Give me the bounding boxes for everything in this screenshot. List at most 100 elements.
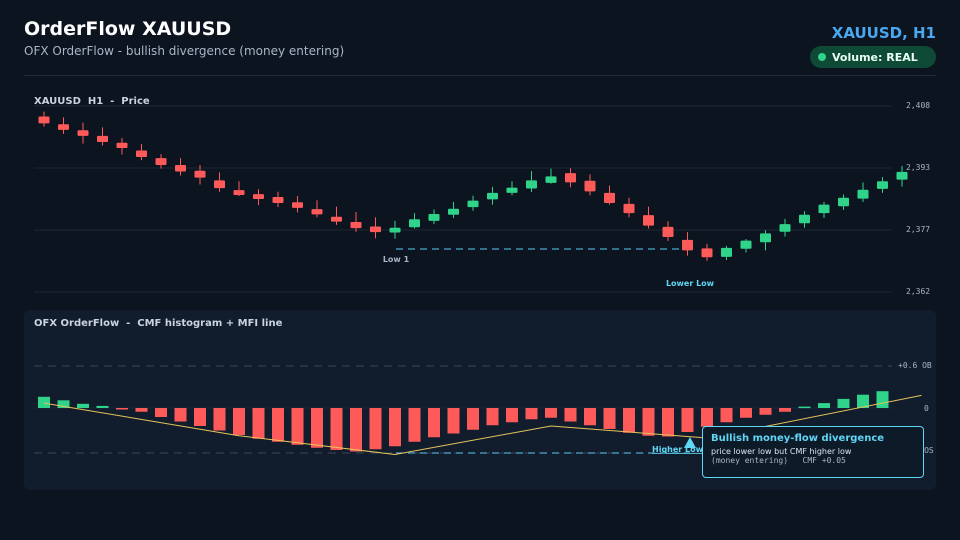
candle-body (272, 196, 284, 204)
symbol-timeframe-label: XAUUSD, H1 (831, 24, 936, 42)
zero-level-label: 0 (924, 404, 929, 413)
candle-body (701, 248, 713, 258)
candle-body (526, 180, 537, 189)
cmf-histogram (38, 391, 889, 452)
candle (584, 174, 596, 196)
cmf-bar (818, 403, 830, 408)
cmf-bar (506, 408, 518, 423)
candle (136, 144, 147, 161)
candle-body (350, 222, 362, 229)
price-tick-label: 2,408 (906, 101, 930, 110)
cmf-bar (603, 408, 616, 429)
callout-description: price lower low but CMF higher low (711, 447, 852, 456)
cmf-bar (350, 408, 362, 452)
candle-body (467, 200, 479, 208)
candle-body (370, 226, 381, 233)
cmf-bar (662, 408, 674, 437)
candle (467, 195, 479, 211)
candle-body (389, 227, 401, 233)
candle (487, 186, 498, 205)
candle-body (233, 190, 245, 195)
cmf-bar (408, 408, 421, 442)
overbought-level-label: +0.6 OB (898, 361, 932, 370)
volume-badge-label: Volume: REAL (832, 50, 918, 64)
page-title: OrderFlow XAUUSD (24, 18, 232, 40)
candle-body (760, 233, 771, 243)
price-tick-label: 2,377 (906, 225, 930, 234)
cmf-bar (38, 396, 50, 408)
candle (272, 191, 284, 208)
candle-body (857, 189, 869, 199)
candle-body (116, 142, 128, 149)
candle-body (292, 202, 303, 208)
candle-body (506, 187, 518, 193)
candle (682, 232, 693, 256)
cmf-bar (272, 408, 284, 442)
candle (214, 172, 225, 192)
candle (38, 111, 50, 127)
cmf-bar (584, 408, 596, 426)
candle-body (97, 135, 108, 142)
candle-body (58, 124, 69, 130)
candle (526, 171, 537, 193)
cmf-bar (740, 408, 752, 418)
candle-body (155, 158, 167, 166)
callout-title: Bullish money-flow divergence (711, 433, 885, 444)
cmf-bar (857, 394, 869, 408)
cmf-bar (564, 408, 577, 422)
osc-panel-title: OFX OrderFlow - CMF histogram + MFI line (34, 318, 283, 329)
cmf-bar (759, 408, 772, 415)
candle (311, 200, 323, 218)
candle (350, 211, 362, 232)
candle-body (487, 192, 498, 200)
candle (643, 206, 654, 229)
callout-detail: (money entering) CMF +0.05 (711, 456, 846, 465)
candle (175, 158, 186, 176)
candle (389, 220, 401, 239)
candle-body (721, 247, 732, 257)
cmf-bar (681, 408, 694, 432)
header-divider (24, 75, 936, 76)
candle (877, 177, 888, 193)
candle (77, 122, 89, 144)
cmf-bar (798, 406, 811, 409)
cmf-bar (701, 408, 713, 427)
low1-label: Low 1 (383, 255, 410, 264)
cmf-bar (116, 408, 128, 410)
candle (799, 211, 810, 228)
candle (155, 154, 167, 169)
candle-body (643, 215, 654, 226)
candle (545, 168, 557, 184)
cmf-bar (155, 408, 167, 417)
candle-body (311, 209, 323, 215)
candle-body (799, 214, 810, 224)
candle-body (214, 180, 225, 189)
cmf-bar (291, 408, 304, 445)
candle-body (448, 208, 459, 215)
cmf-bar (837, 398, 850, 408)
candle-body (194, 170, 206, 178)
candle-body (623, 203, 635, 214)
cmf-bar (720, 408, 733, 423)
candle-body (428, 213, 440, 221)
price-axis-labels: 2,408 2,393 2,377 2,362 (906, 101, 930, 296)
candle (740, 239, 752, 253)
candle-body (584, 180, 596, 192)
candle-body (896, 171, 908, 180)
candle (233, 181, 245, 197)
candle-body (545, 176, 557, 183)
cmf-bar (96, 405, 109, 408)
candle-body (662, 226, 674, 238)
cmf-bar (213, 408, 226, 431)
candle (721, 245, 732, 261)
cmf-bar (174, 408, 187, 422)
cmf-bar (77, 403, 89, 408)
divergence-callout: Bullish money-flow divergence price lowe… (702, 426, 924, 478)
volume-badge: Volume: REAL (810, 46, 936, 68)
price-gridlines (34, 105, 892, 293)
candle (565, 168, 576, 188)
cmf-bar (194, 408, 206, 426)
candle-body (253, 194, 264, 199)
candle (292, 196, 303, 213)
candle (409, 213, 420, 229)
